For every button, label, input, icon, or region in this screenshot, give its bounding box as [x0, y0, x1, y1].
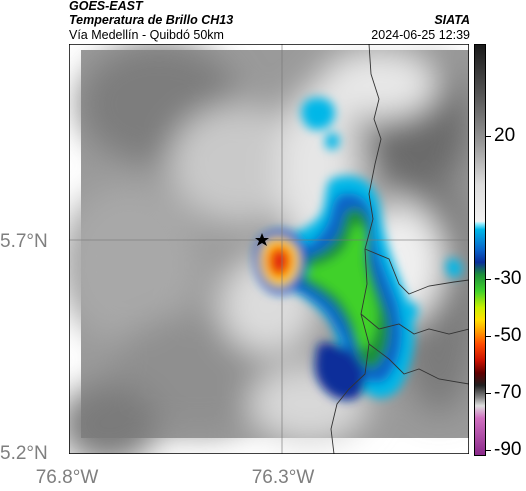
- colorbar-tick-label: -50: [494, 324, 522, 346]
- org-label: SIATA: [434, 13, 470, 27]
- colorbar-tick-label: -90: [494, 439, 522, 461]
- lat-label-5-7: 5.7°N: [0, 231, 48, 252]
- gridlines: [69, 44, 469, 454]
- colorbar-tick-label: -70: [494, 382, 522, 404]
- admin-boundaries: [330, 44, 469, 454]
- colorbar-tick-mark: [486, 393, 491, 395]
- colorbar-tick-label: -30: [494, 267, 522, 289]
- convective-cells: [254, 97, 463, 401]
- colorbar-tick-mark: [486, 135, 491, 137]
- satellite-title: GOES-EAST: [69, 0, 143, 13]
- star-marker: [255, 233, 269, 246]
- colorbar-tick-mark: [486, 278, 491, 280]
- datetime-label: 2024-06-25 12:39: [371, 28, 470, 42]
- colorbar-tick-mark: [486, 450, 491, 452]
- product-title: Temperatura de Brillo CH13: [69, 13, 234, 27]
- region-label: Vía Medellín - Quibdó 50km: [69, 28, 224, 42]
- lat-label-5-2: 5.2°N: [0, 443, 48, 464]
- lon-label-76-3: 76.3°W: [251, 467, 315, 488]
- colorbar-tick-mark: [486, 335, 491, 337]
- lon-label-76-8: 76.8°W: [35, 467, 99, 488]
- colorbar-tick-label: 20: [494, 124, 516, 146]
- colorbar: [474, 44, 486, 456]
- brightness-temperature-map: [69, 44, 469, 454]
